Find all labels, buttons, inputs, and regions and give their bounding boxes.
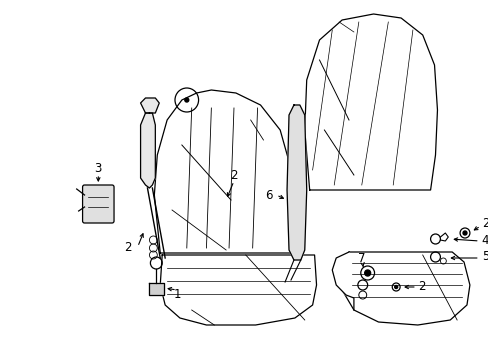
FancyBboxPatch shape (82, 185, 114, 223)
Circle shape (184, 98, 188, 102)
Polygon shape (160, 255, 316, 325)
Text: 2: 2 (417, 279, 425, 292)
Polygon shape (140, 113, 155, 188)
Circle shape (394, 285, 397, 288)
Polygon shape (286, 105, 306, 260)
Polygon shape (304, 14, 437, 190)
Text: 5: 5 (481, 251, 488, 264)
Polygon shape (149, 283, 164, 295)
Text: 3: 3 (94, 162, 102, 175)
Text: 2: 2 (481, 216, 488, 230)
Polygon shape (342, 252, 469, 325)
Circle shape (462, 231, 466, 235)
Text: 2: 2 (124, 240, 131, 253)
Polygon shape (140, 98, 159, 113)
Polygon shape (154, 90, 292, 253)
Text: 2: 2 (230, 168, 237, 181)
Text: 4: 4 (481, 234, 488, 247)
Text: 1: 1 (173, 288, 181, 302)
Text: 6: 6 (264, 189, 272, 202)
Polygon shape (332, 252, 353, 298)
Circle shape (364, 270, 370, 276)
Text: 7: 7 (357, 252, 365, 265)
